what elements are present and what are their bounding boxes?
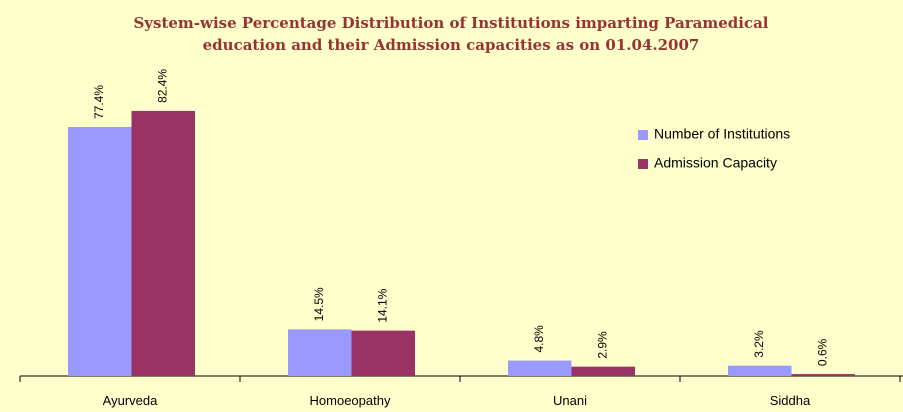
bar [728, 365, 792, 376]
bar [508, 360, 572, 376]
x-tick-label: Siddha [770, 393, 811, 408]
value-label: 14.1% [375, 288, 389, 322]
bar [351, 330, 415, 376]
value-label: 77.4% [92, 85, 106, 119]
value-label: 4.8% [532, 325, 546, 353]
value-label: 2.9% [595, 331, 609, 359]
bar [131, 110, 195, 377]
chart-title: System-wise Percentage Distribution of I… [133, 14, 768, 32]
value-label: 3.2% [752, 330, 766, 358]
bar [571, 366, 635, 376]
legend-swatch [638, 130, 648, 140]
x-tick-label: Unani [553, 393, 587, 408]
bar [791, 374, 855, 376]
bar [288, 329, 352, 376]
bar [68, 127, 132, 376]
legend-label: Admission Capacity [654, 155, 777, 171]
legend-label: Number of Institutions [654, 126, 790, 142]
chart-title: education and their Admission capacities… [203, 36, 700, 54]
x-tick-label: Homoeopathy [310, 393, 391, 408]
x-tick-label: Ayurveda [103, 393, 158, 408]
value-label: 82.4% [155, 69, 169, 103]
legend-swatch [638, 159, 648, 169]
value-label: 0.6% [815, 338, 829, 366]
value-label: 14.5% [312, 287, 326, 321]
